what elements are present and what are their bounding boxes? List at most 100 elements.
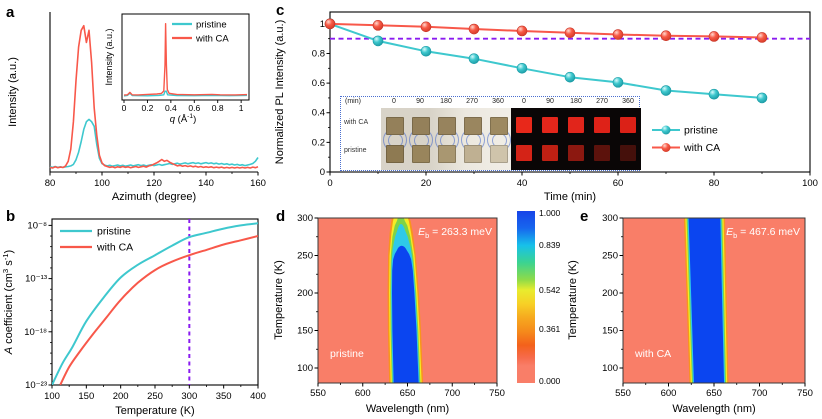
inset-time-label: 0 <box>392 98 396 105</box>
svg-text:10⁻⁸: 10⁻⁸ <box>27 220 47 231</box>
inset-time-label: 360 <box>622 98 634 105</box>
sample-photo-square <box>386 145 404 163</box>
svg-text:1: 1 <box>320 19 325 30</box>
svg-text:700: 700 <box>444 388 460 399</box>
svg-text:Temperature (K): Temperature (K) <box>273 260 285 339</box>
legend-a: pristine with CA <box>172 20 229 45</box>
svg-text:100: 100 <box>802 178 818 189</box>
series-c <box>324 18 768 104</box>
inset-time-label: 360 <box>492 98 504 105</box>
colorbar-tick-label: 1.000 <box>539 208 561 219</box>
svg-text:Temperature (K): Temperature (K) <box>115 405 194 417</box>
svg-text:0.2: 0.2 <box>312 137 325 148</box>
series-a <box>49 24 259 169</box>
inset-row-label: pristine <box>344 147 367 154</box>
sample-photo-square <box>464 117 482 135</box>
svg-text:Temperature (K): Temperature (K) <box>567 260 579 339</box>
panel-label-e: e <box>580 208 589 225</box>
azimuth-intensity-plot: 80 100 120 140 160 Azimuth (degree) Intensity … <box>7 12 266 203</box>
a-coefficient-plot: 100 150 200 250 300 350 400 10⁻⁸ 10⁻¹³ 10⁻¹⁸ 10⁻²³… <box>1 218 266 417</box>
colorbar: 1.000 0.839 0.542 0.361 0.000 <box>517 208 577 389</box>
svg-text:350: 350 <box>216 391 232 402</box>
svg-text:650: 650 <box>400 388 416 399</box>
axes-a: 80 100 120 140 160 Azimuth (degree) Intensity … <box>7 12 266 203</box>
svg-text:100: 100 <box>602 363 618 374</box>
svg-text:pristine: pristine <box>196 20 227 31</box>
svg-text:with CA: with CA <box>96 242 133 254</box>
svg-text:300: 300 <box>602 213 618 224</box>
svg-text:0.4: 0.4 <box>312 108 325 119</box>
colorbar-tick-label: 0.839 <box>539 240 561 251</box>
svg-text:Azimuth (degree): Azimuth (degree) <box>112 191 196 203</box>
sample-photo-square <box>620 117 636 133</box>
normalized-pl-plot: 0 20 40 60 80 100 0 0.2 0.4 0.6 0.8 1 Time (min) Norm… <box>274 11 818 203</box>
svg-text:300: 300 <box>297 213 313 224</box>
svg-text:400: 400 <box>250 391 266 402</box>
svg-text:120: 120 <box>146 178 162 189</box>
svg-text:q (Å-1): q (Å-1) <box>170 113 197 125</box>
svg-text:600: 600 <box>355 388 371 399</box>
svg-text:0.8: 0.8 <box>212 103 224 113</box>
svg-text:550: 550 <box>615 388 631 399</box>
svg-text:Intensity (a.u.): Intensity (a.u.) <box>7 57 19 127</box>
svg-text:10⁻¹³: 10⁻¹³ <box>25 274 47 285</box>
svg-text:Wavelength (nm): Wavelength (nm) <box>672 403 755 415</box>
colorbar-tick-label: 0.542 <box>539 285 561 296</box>
svg-text:250: 250 <box>602 251 618 262</box>
svg-text:650: 650 <box>706 388 722 399</box>
svg-text:pristine: pristine <box>330 348 364 360</box>
svg-text:200: 200 <box>602 288 618 299</box>
panel-d-heatmap-pristine: 550 600 650 700 750 100 150 200 250 300 Wavelength… <box>268 205 518 419</box>
inset-time-label: 0 <box>522 98 526 105</box>
heatmap-e <box>623 218 805 383</box>
heatmap-d <box>318 218 497 383</box>
axes-b: 100 150 200 250 300 350 400 10⁻⁸ 10⁻¹³ 10⁻¹⁸ 10⁻²³… <box>1 218 266 417</box>
svg-text:0.6: 0.6 <box>312 78 325 89</box>
sample-photo-square <box>438 145 456 163</box>
annotations-e: Eb = 467.6 meV with CA <box>634 226 800 360</box>
svg-text:160: 160 <box>250 178 266 189</box>
panel-label-c: c <box>276 2 285 19</box>
svg-text:750: 750 <box>797 388 813 399</box>
colorbar-tick-label: 0.361 <box>539 323 561 334</box>
colorbar-tick-label: 0.000 <box>539 375 561 386</box>
sample-photo-square <box>542 117 558 133</box>
svg-text:Wavelength (nm): Wavelength (nm) <box>366 403 449 415</box>
svg-text:Eb = 467.6 meV: Eb = 467.6 meV <box>726 226 800 240</box>
svg-text:100: 100 <box>297 363 313 374</box>
svg-text:0.2: 0.2 <box>142 103 154 113</box>
panel-a-azimuth-chart: 80 100 120 140 160 Azimuth (degree) Intensity … <box>0 0 268 205</box>
inset-time-label: 270 <box>466 98 478 105</box>
sample-photo-square <box>594 145 610 161</box>
panel-e-heatmap-with-ca: 550 600 650 700 750 100 150 200 250 300 Wavelength… <box>560 205 822 419</box>
pl-heatmap-with-ca-plot: 550 600 650 700 750 100 150 200 250 300 Wavelength… <box>567 213 813 415</box>
panel-label-b: b <box>6 208 16 225</box>
inset-time-label: 90 <box>546 98 554 105</box>
panel-label-d: d <box>276 208 286 225</box>
svg-text:20: 20 <box>421 178 432 189</box>
svg-text:with CA: with CA <box>634 348 671 360</box>
pl-heatmap-pristine-plot: 550 600 650 700 750 100 150 200 250 300 Wavelength… <box>273 213 505 415</box>
inset-row-label: with CA <box>344 119 369 126</box>
svg-text:with CA: with CA <box>195 34 229 45</box>
sample-photo-square <box>438 117 456 135</box>
inset-giwaxs: 0 0.2 0.4 0.6 0.8 1 q (Å-1) Intensity (a.u.) <box>104 13 250 125</box>
svg-text:200: 200 <box>297 288 313 299</box>
sample-photo-inset: (min) 0 90 180 270 360 0 90 180 270 360 with CA pris… <box>340 96 641 171</box>
sample-photo-square <box>516 145 532 161</box>
svg-text:with CA: with CA <box>683 142 720 154</box>
sample-photo-square <box>594 117 610 133</box>
svg-text:250: 250 <box>297 251 313 262</box>
svg-text:0.8: 0.8 <box>312 48 325 59</box>
panel-label-a: a <box>6 4 15 21</box>
svg-text:Time (min): Time (min) <box>544 191 596 203</box>
svg-text:100: 100 <box>44 391 60 402</box>
svg-text:10⁻²³: 10⁻²³ <box>25 380 47 391</box>
svg-text:250: 250 <box>147 391 163 402</box>
svg-text:0.4: 0.4 <box>165 103 177 113</box>
svg-text:700: 700 <box>752 388 768 399</box>
svg-text:1: 1 <box>239 103 244 113</box>
svg-text:150: 150 <box>602 326 618 337</box>
sample-photo-square <box>490 117 508 135</box>
